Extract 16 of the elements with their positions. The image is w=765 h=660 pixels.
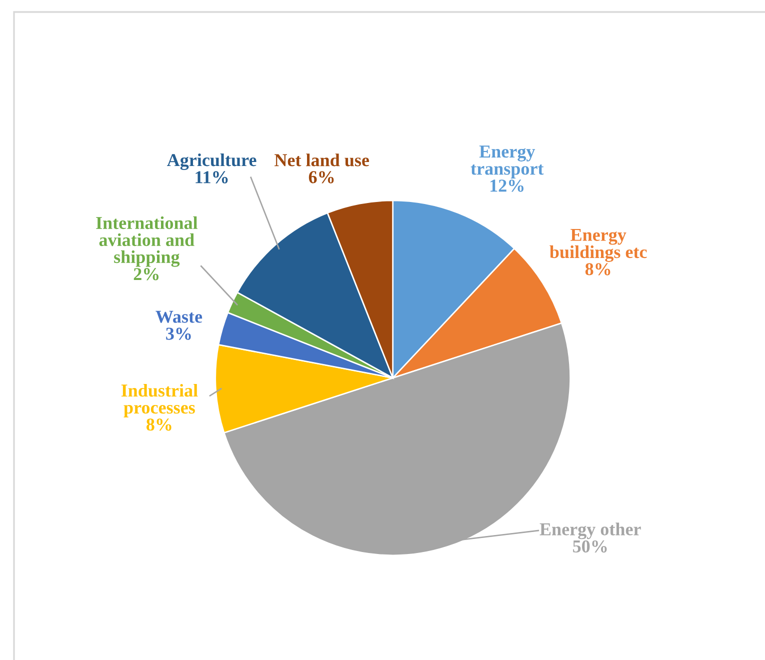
slice-label: Agriculture [167, 154, 256, 170]
slice-label: Net land use [274, 154, 370, 166]
slice-label: Energy transport [470, 146, 544, 178]
data-label: 3% [166, 328, 191, 340]
data-label: 11% [196, 171, 228, 184]
data-label: 2% [134, 268, 159, 280]
slice-label: Energy buildings etc [550, 228, 647, 262]
slice-label: International aviation and shipping [96, 216, 198, 267]
data-label: 8% [585, 263, 610, 276]
slice-label: Waste [156, 310, 202, 323]
data-label: 12% [490, 180, 524, 192]
data-label: 6% [308, 171, 334, 184]
data-label: 8% [146, 418, 172, 431]
slice-label: Energy other [540, 522, 641, 540]
slice-label: Industrial processes [121, 384, 198, 418]
data-label: 50% [573, 540, 607, 553]
